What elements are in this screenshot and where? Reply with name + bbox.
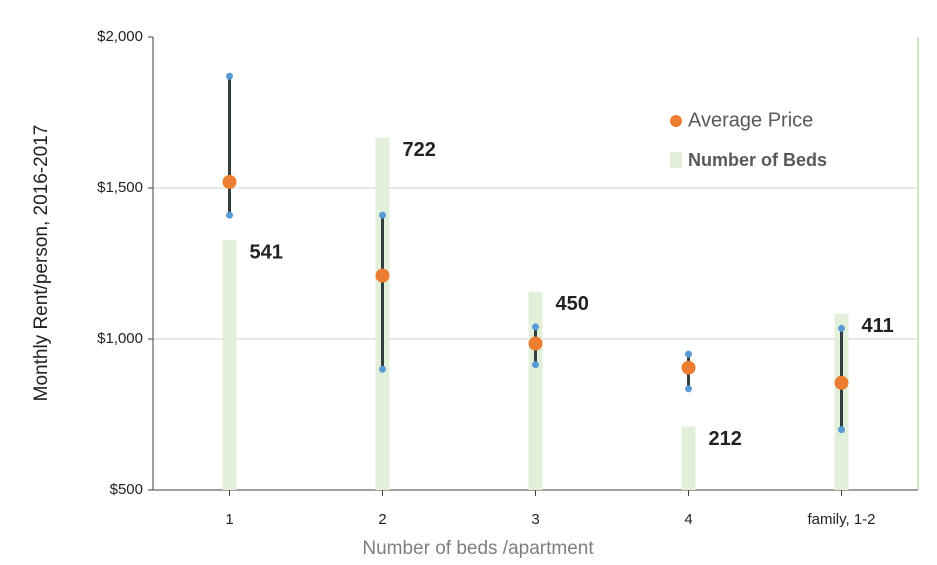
x-tick-label: 1 bbox=[225, 511, 233, 528]
data-label: 411 bbox=[862, 315, 894, 337]
y-tick-label: $2,000 bbox=[97, 28, 143, 45]
data-label: 450 bbox=[556, 293, 589, 315]
range-low bbox=[532, 361, 539, 369]
range-low bbox=[379, 365, 386, 373]
average-point bbox=[834, 375, 849, 390]
data-label: 722 bbox=[403, 139, 436, 161]
bed-bar bbox=[528, 291, 543, 490]
x-tick-label: 4 bbox=[684, 511, 692, 528]
data-label: 541 bbox=[250, 242, 283, 264]
range-low bbox=[685, 385, 692, 393]
range-low bbox=[226, 211, 233, 219]
range-high bbox=[838, 324, 845, 332]
legend-label: Number of Beds bbox=[688, 150, 827, 170]
average-point bbox=[222, 174, 237, 189]
range-high bbox=[226, 72, 233, 80]
y-tick-label: $1,500 bbox=[97, 179, 143, 196]
data-label: 212 bbox=[709, 428, 742, 450]
legend-label: Average Price bbox=[688, 109, 813, 131]
y-tick-label: $1,000 bbox=[97, 330, 143, 347]
bed-bar bbox=[681, 426, 696, 490]
bed-bar bbox=[222, 240, 237, 490]
average-point bbox=[681, 360, 696, 375]
average-point bbox=[375, 268, 390, 283]
y-axis-label: Monthly Rent/person, 2016-2017 bbox=[31, 125, 52, 402]
range-high bbox=[685, 350, 692, 358]
y-tick-label: $500 bbox=[110, 481, 143, 498]
range-high bbox=[379, 211, 386, 219]
x-axis-label: Number of beds /apartment bbox=[362, 538, 594, 559]
range-high bbox=[532, 323, 539, 331]
average-point bbox=[528, 336, 543, 351]
x-tick-label: 2 bbox=[378, 511, 386, 528]
range-low bbox=[838, 426, 845, 434]
x-tick-label: 3 bbox=[531, 511, 539, 528]
legend-marker bbox=[670, 152, 682, 168]
x-tick-label: family, 1-2 bbox=[807, 511, 875, 528]
legend-marker bbox=[670, 115, 682, 127]
